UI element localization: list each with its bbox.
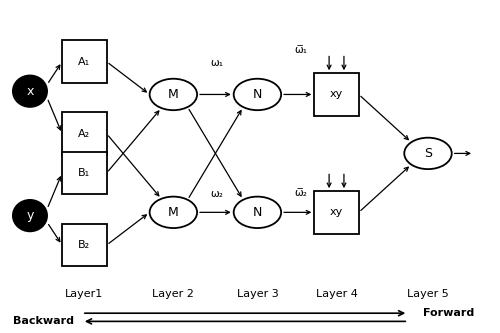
Text: Backward: Backward bbox=[12, 316, 74, 326]
Text: xy: xy bbox=[330, 207, 343, 217]
Bar bbox=[62, 152, 106, 194]
Text: y: y bbox=[26, 209, 34, 222]
Text: N: N bbox=[252, 88, 262, 101]
Text: B₂: B₂ bbox=[78, 240, 90, 250]
Text: Layer 5: Layer 5 bbox=[407, 289, 449, 299]
Text: xy: xy bbox=[330, 90, 343, 100]
Text: ω̅₂: ω̅₂ bbox=[294, 188, 308, 198]
Text: A₂: A₂ bbox=[78, 129, 90, 139]
Ellipse shape bbox=[234, 79, 281, 110]
Ellipse shape bbox=[234, 196, 281, 228]
Text: x: x bbox=[26, 85, 34, 98]
Ellipse shape bbox=[404, 138, 452, 169]
Text: S: S bbox=[424, 147, 432, 160]
Text: M: M bbox=[168, 88, 178, 101]
Text: Layer 4: Layer 4 bbox=[316, 289, 358, 299]
Text: M: M bbox=[168, 206, 178, 219]
Bar bbox=[62, 224, 106, 266]
Text: Layer 2: Layer 2 bbox=[152, 289, 194, 299]
Text: Layer1: Layer1 bbox=[65, 289, 104, 299]
Text: ω̅₁: ω̅₁ bbox=[294, 45, 308, 55]
Bar bbox=[314, 73, 359, 116]
Text: B₁: B₁ bbox=[78, 168, 90, 178]
Ellipse shape bbox=[150, 196, 197, 228]
Bar bbox=[62, 40, 106, 83]
Text: ω₂: ω₂ bbox=[210, 189, 223, 199]
Text: Forward: Forward bbox=[423, 308, 474, 318]
Ellipse shape bbox=[150, 79, 197, 110]
Ellipse shape bbox=[13, 76, 47, 107]
Text: N: N bbox=[252, 206, 262, 219]
Text: A₁: A₁ bbox=[78, 57, 90, 67]
Ellipse shape bbox=[13, 200, 47, 231]
Bar bbox=[62, 113, 106, 155]
Text: Layer 3: Layer 3 bbox=[236, 289, 279, 299]
Bar bbox=[314, 191, 359, 234]
Text: ω₁: ω₁ bbox=[210, 58, 223, 68]
